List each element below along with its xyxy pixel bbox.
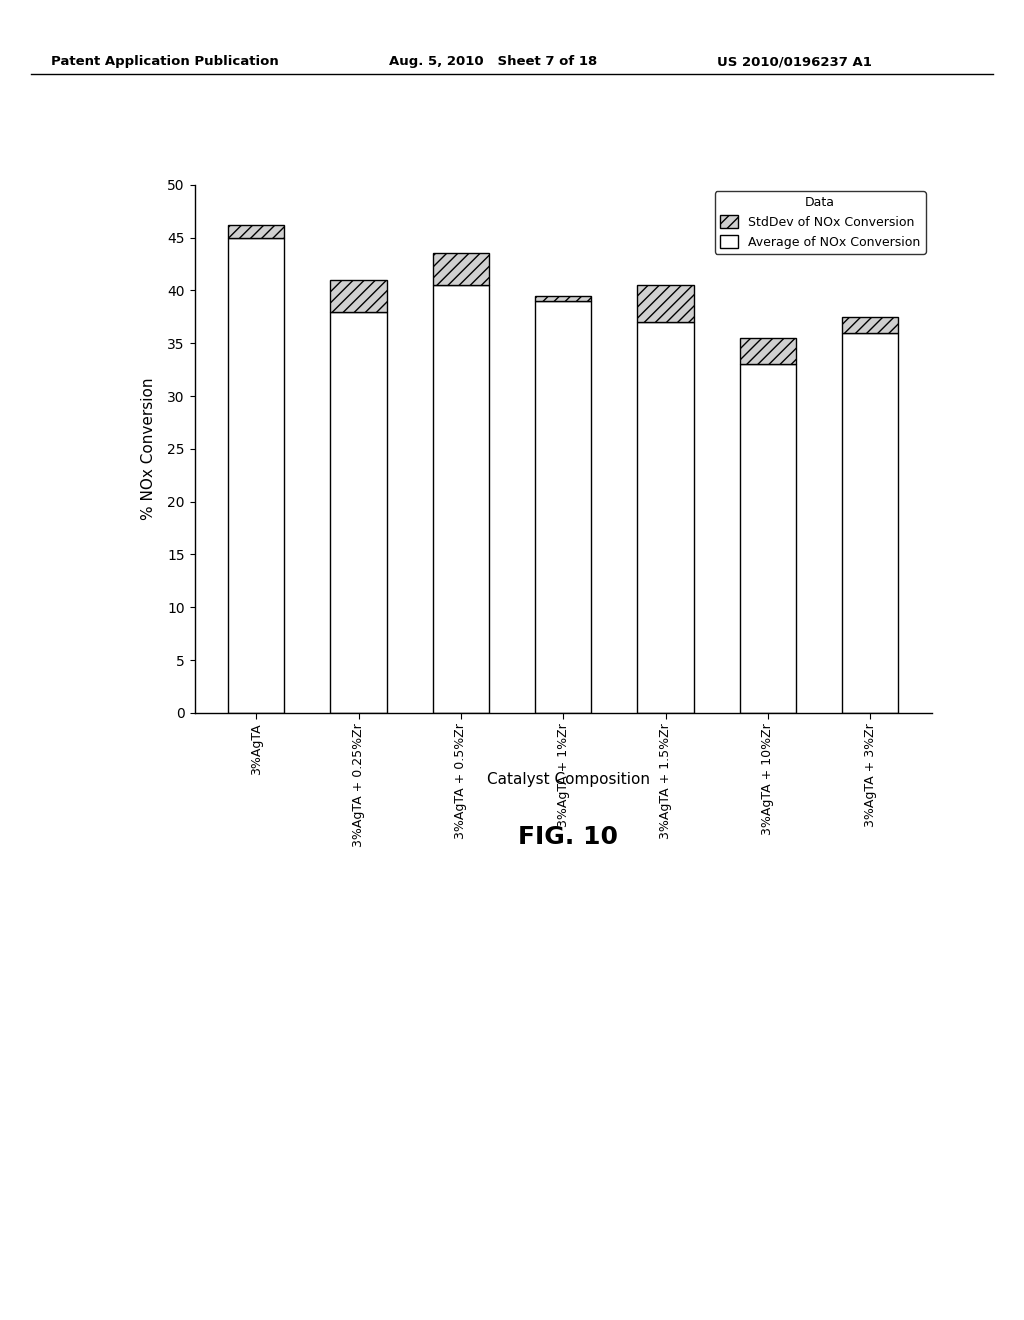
Bar: [842, 333, 898, 713]
Text: US 2010/0196237 A1: US 2010/0196237 A1: [717, 55, 871, 69]
Bar: [331, 312, 387, 713]
Bar: [228, 238, 285, 713]
Bar: [433, 253, 489, 285]
Bar: [842, 317, 898, 333]
Bar: [739, 364, 796, 713]
Y-axis label: % NOx Conversion: % NOx Conversion: [141, 378, 156, 520]
Bar: [739, 338, 796, 364]
Bar: [637, 322, 693, 713]
Bar: [228, 224, 285, 238]
Text: Catalyst Composition: Catalyst Composition: [486, 772, 650, 787]
Text: FIG. 10: FIG. 10: [518, 825, 618, 849]
Text: Patent Application Publication: Patent Application Publication: [51, 55, 279, 69]
Bar: [536, 301, 591, 713]
Bar: [637, 285, 693, 322]
Text: Aug. 5, 2010   Sheet 7 of 18: Aug. 5, 2010 Sheet 7 of 18: [389, 55, 597, 69]
Bar: [536, 296, 591, 301]
Legend: StdDev of NOx Conversion, Average of NOx Conversion: StdDev of NOx Conversion, Average of NOx…: [715, 191, 926, 253]
Bar: [433, 285, 489, 713]
Bar: [331, 280, 387, 312]
